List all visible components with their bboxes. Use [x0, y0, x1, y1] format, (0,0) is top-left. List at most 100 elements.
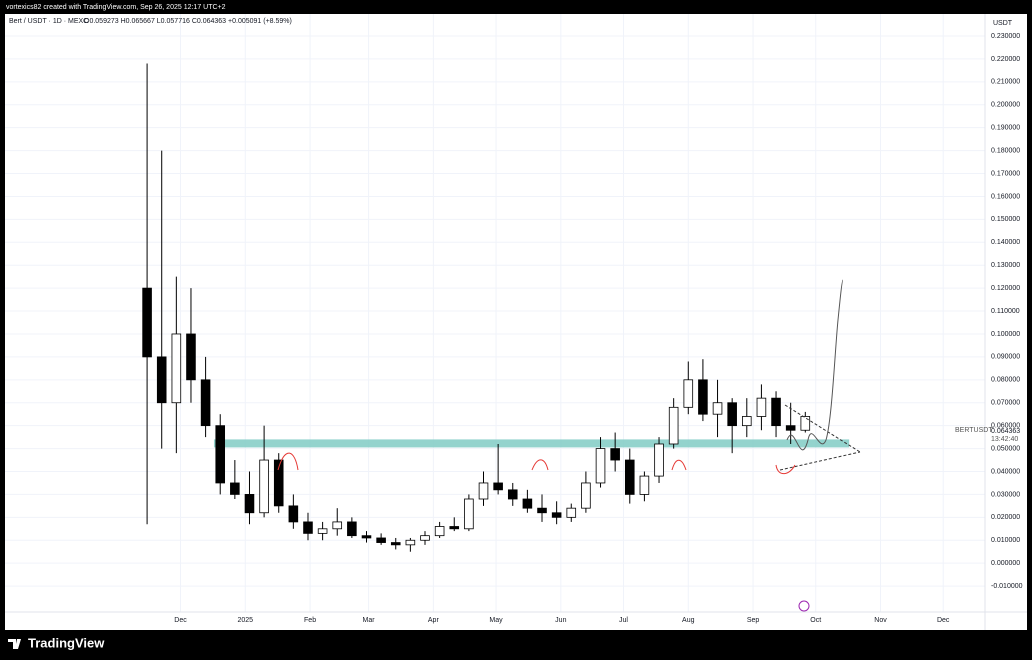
y-tick-label: 0.140000 — [991, 239, 1020, 246]
y-tick-label: 0.040000 — [991, 468, 1020, 475]
candle-body — [332, 521, 343, 530]
grid — [5, 14, 985, 612]
candle-body — [581, 482, 591, 509]
candle-body — [317, 528, 328, 534]
logo-icon — [8, 639, 21, 649]
candle-body — [464, 498, 474, 530]
y-tick-label: 0.080000 — [991, 377, 1020, 384]
candle-body — [668, 406, 679, 445]
y-tick-label: -0.010000 — [991, 583, 1023, 590]
candle-body — [595, 448, 606, 484]
candle-body — [347, 521, 357, 537]
ohlc-text: O0.059273 H0.065667 L0.057716 C0.064363 … — [84, 18, 292, 25]
candle-body — [771, 397, 781, 427]
currency: USDT — [993, 20, 1013, 27]
x-tick-label: Nov — [874, 617, 887, 624]
y-tick-label: 0.180000 — [991, 147, 1020, 154]
y-tick-label: 0.020000 — [991, 514, 1020, 521]
last-price: 0.064363 — [991, 428, 1020, 435]
x-tick-label: 2025 — [238, 617, 254, 624]
candle-body — [244, 494, 255, 514]
support-zone — [213, 439, 850, 448]
candle-body — [698, 379, 708, 415]
y-tick-label: 0.010000 — [991, 537, 1020, 544]
candle-body — [639, 475, 650, 495]
symbol-label: BERTUSDT — [955, 427, 993, 434]
candle-body — [449, 526, 460, 530]
candle-body — [156, 356, 167, 404]
y-tick-label: 0.000000 — [991, 560, 1020, 567]
candle-body — [610, 448, 620, 461]
x-tick-label: Mar — [363, 617, 376, 624]
y-tick-label: 0.070000 — [991, 400, 1020, 407]
candle-body — [273, 459, 284, 507]
candle-body — [376, 537, 386, 543]
candle-body — [230, 482, 240, 495]
x-tick-label: Oct — [810, 617, 821, 624]
candle-body — [683, 379, 694, 408]
candle-body — [493, 482, 503, 491]
x-tick-label: Dec — [174, 617, 187, 624]
x-tick-label: Dec — [937, 617, 950, 624]
x-tick-label: May — [489, 617, 503, 624]
y-tick-label: 0.230000 — [991, 33, 1020, 40]
x-tick-label: Feb — [304, 617, 316, 624]
candle-body — [800, 416, 811, 431]
candle-body — [507, 489, 518, 500]
candle-body — [259, 459, 269, 514]
candle-body — [712, 402, 723, 415]
candle-body — [522, 498, 533, 509]
y-tick-label: 0.100000 — [991, 331, 1020, 338]
candle-body — [434, 526, 445, 537]
y-tick-label: 0.200000 — [991, 102, 1020, 109]
countdown: 13:42:40 — [991, 436, 1018, 443]
candle-body — [303, 521, 313, 534]
candle-body — [215, 425, 226, 484]
y-tick-label: 0.090000 — [991, 354, 1020, 361]
chart-title: Bert / USDT · 1D · MEXC — [9, 18, 88, 25]
candle-body — [742, 416, 752, 427]
event-icon[interactable] — [798, 600, 810, 612]
x-tick-label: Aug — [682, 617, 695, 624]
y-tick-label: 0.110000 — [991, 308, 1020, 315]
candle-body — [478, 482, 489, 500]
candle-body — [405, 539, 416, 546]
x-tick-label: Apr — [428, 617, 440, 624]
candle-body — [200, 379, 211, 427]
candle-body — [171, 333, 182, 404]
projection-path — [786, 279, 844, 451]
y-tick-label: 0.210000 — [991, 79, 1020, 86]
candle-body — [566, 507, 577, 518]
candle-body — [390, 542, 401, 546]
candle-body — [756, 397, 767, 417]
y-tick-label: 0.120000 — [991, 285, 1020, 292]
top-arc — [277, 452, 687, 471]
y-tick-label: 0.160000 — [991, 193, 1020, 200]
logo[interactable]: TradingView — [28, 635, 105, 650]
candle-body — [361, 535, 372, 539]
chart-panel — [5, 14, 1027, 630]
y-tick-label: 0.050000 — [991, 445, 1020, 452]
candle-body — [142, 287, 152, 358]
triangle-pattern — [779, 404, 861, 471]
y-tick-label: 0.030000 — [991, 491, 1020, 498]
credit: vortexics82 created with TradingView.com… — [6, 4, 226, 11]
y-tick-label: 0.060000 — [991, 422, 1020, 429]
candle-body — [727, 402, 737, 427]
bottom-arc — [775, 464, 796, 475]
candle-body — [654, 443, 664, 477]
x-tick-label: Jun — [555, 617, 566, 624]
y-tick-label: 0.220000 — [991, 56, 1020, 63]
candle-body — [537, 507, 547, 514]
candle-body — [624, 459, 635, 495]
candle-body — [785, 425, 796, 431]
y-tick-label: 0.150000 — [991, 216, 1020, 223]
y-tick-label: 0.130000 — [991, 262, 1020, 269]
candle-body — [420, 535, 430, 541]
y-tick-label: 0.190000 — [991, 125, 1020, 132]
x-tick-label: Jul — [619, 617, 628, 624]
candle-body — [551, 512, 562, 518]
plot — [142, 63, 850, 552]
